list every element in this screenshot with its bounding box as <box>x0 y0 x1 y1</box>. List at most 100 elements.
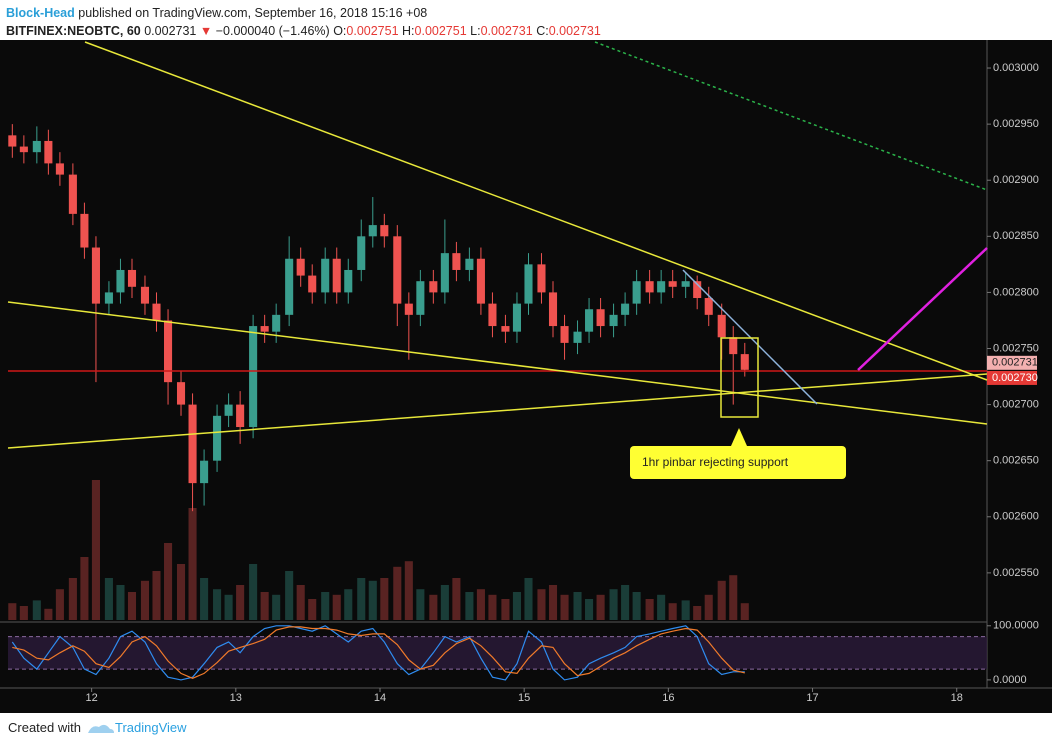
volume-bar <box>512 592 522 620</box>
candle-body <box>573 331 582 343</box>
volume-bar <box>645 599 654 620</box>
candle-body <box>140 286 150 304</box>
y-tick-label: 0.002600 <box>993 511 1039 523</box>
candle-body <box>213 415 222 461</box>
symbol: BITFINEX:NEOBTC, 60 <box>6 24 141 38</box>
candle-body <box>188 404 197 484</box>
candle-body <box>104 292 113 304</box>
candle-body <box>729 337 738 355</box>
volume-bar <box>380 578 389 620</box>
volume-bar <box>729 575 738 620</box>
volume-bar <box>548 585 558 620</box>
volume-bar <box>609 589 618 620</box>
candle-body <box>645 281 654 293</box>
candle-body <box>272 314 281 332</box>
volume-bar <box>501 599 510 620</box>
y-tick-label: 0.002850 <box>993 230 1039 242</box>
ohlc: O:0.002751 H:0.002751 L:0.002731 C:0.002… <box>333 24 601 38</box>
candle-body <box>164 320 173 383</box>
trendline <box>7 301 988 425</box>
candle-body <box>321 258 330 293</box>
volume-bar <box>68 578 77 620</box>
volume-bar <box>632 592 641 620</box>
volume-bar <box>393 566 402 620</box>
x-tick-label: 15 <box>518 692 530 704</box>
volume-bar <box>104 578 113 620</box>
volume-bar <box>91 480 100 620</box>
x-tick-label: 17 <box>806 692 818 704</box>
trendline <box>594 41 988 191</box>
trendline <box>682 269 818 405</box>
marks: 0.002550 0.002600 0.002650 0.002700 0.002750… <box>8 62 1039 704</box>
y-tick-label: 0.0000 <box>993 674 1027 686</box>
candle-body <box>501 326 510 332</box>
volume-bar <box>704 594 713 620</box>
candle-body <box>68 174 77 214</box>
y-tick-label: 0.002750 <box>993 342 1039 354</box>
volume-bar <box>32 600 41 620</box>
y-tick-label: 0.002800 <box>993 286 1039 298</box>
candle-body <box>429 281 438 293</box>
candle-body <box>621 303 630 315</box>
volume-bar <box>260 592 269 620</box>
candle-body <box>8 135 17 147</box>
candle-body <box>236 404 245 428</box>
background <box>0 40 1052 713</box>
volume-bar <box>404 561 413 620</box>
stoch-band <box>8 636 987 670</box>
volume-bar <box>8 603 17 620</box>
candle-body <box>548 292 558 327</box>
volume-bar <box>344 589 353 620</box>
ohlc-value: 0.002731 <box>480 24 533 38</box>
volume-bar <box>127 592 137 620</box>
candle-body <box>585 309 594 332</box>
candle-body <box>55 163 64 175</box>
created: Created with <box>8 720 81 735</box>
candle-body <box>127 269 137 287</box>
last: 0.002731 <box>144 24 197 38</box>
candle-body <box>440 253 449 293</box>
candle-body <box>224 404 233 416</box>
candle-body <box>357 236 366 270</box>
volume-bar <box>657 594 666 620</box>
volume-bar <box>332 594 341 620</box>
volume-bar <box>55 589 64 620</box>
drawings <box>7 41 988 479</box>
candle-body <box>44 140 53 164</box>
candle-body <box>80 213 89 248</box>
candle-body <box>19 146 28 153</box>
candle-body <box>176 382 186 405</box>
volume-bar <box>152 571 161 620</box>
volume-bar <box>140 580 150 620</box>
candle-body <box>681 281 690 287</box>
candle-body <box>285 258 294 315</box>
stoch-line <box>12 626 745 679</box>
volume-bar <box>537 589 546 620</box>
volume-bar <box>296 585 305 620</box>
author: Block-Head <box>6 6 75 20</box>
y-tick-label: 100.0000 <box>993 620 1039 632</box>
volume-bar <box>321 592 330 620</box>
volume-bar <box>249 564 258 620</box>
candle-body <box>332 258 341 293</box>
stoch-line <box>11 625 745 681</box>
candle-body <box>308 275 317 293</box>
y-tick-label: 0.002900 <box>993 174 1039 186</box>
candle-body <box>704 298 713 315</box>
trendline <box>7 373 988 449</box>
y-tick-label: 0.002650 <box>993 455 1039 467</box>
volume-bar <box>621 585 630 620</box>
volume-bar <box>285 571 294 620</box>
y-tick-label: 0.002950 <box>993 118 1039 130</box>
candle-body <box>609 314 618 327</box>
volume-bar <box>560 594 569 620</box>
candle-body <box>404 303 413 315</box>
price-tag <box>987 370 1037 385</box>
candle-body <box>465 258 474 270</box>
x-tick-label: 18 <box>951 692 963 704</box>
volume-bar <box>476 589 485 620</box>
volume-bar <box>236 585 245 620</box>
candle-body <box>632 281 641 304</box>
candle-body <box>476 258 485 304</box>
